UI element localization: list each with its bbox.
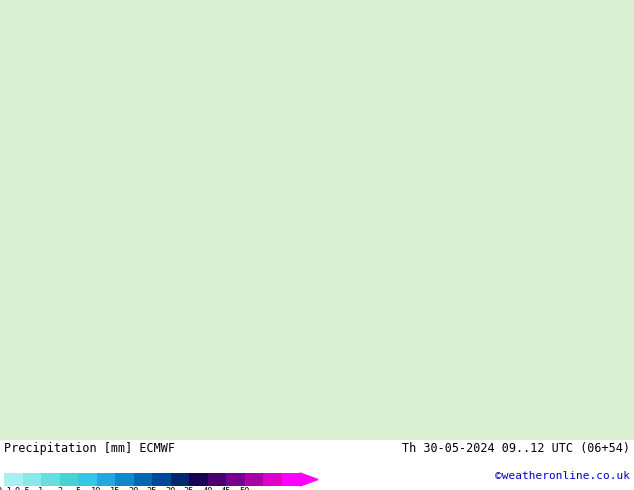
Text: 30: 30 <box>165 487 176 490</box>
Text: 25: 25 <box>146 487 157 490</box>
Text: 50: 50 <box>239 487 250 490</box>
Text: Precipitation [mm] ECMWF: Precipitation [mm] ECMWF <box>4 442 175 455</box>
Text: 2: 2 <box>57 487 62 490</box>
Bar <box>207 473 226 486</box>
Text: 40: 40 <box>202 487 213 490</box>
Bar <box>41 473 60 486</box>
Bar <box>115 473 134 486</box>
Text: 0.1: 0.1 <box>0 487 12 490</box>
Text: 10: 10 <box>91 487 101 490</box>
Bar <box>171 473 189 486</box>
Text: 5: 5 <box>75 487 81 490</box>
Text: 20: 20 <box>128 487 139 490</box>
Bar <box>96 473 115 486</box>
Bar <box>263 473 281 486</box>
Text: 0.5: 0.5 <box>15 487 30 490</box>
Text: 35: 35 <box>184 487 194 490</box>
Polygon shape <box>300 473 318 486</box>
Text: 45: 45 <box>221 487 231 490</box>
Bar <box>189 473 207 486</box>
Text: 15: 15 <box>110 487 120 490</box>
Text: ©weatheronline.co.uk: ©weatheronline.co.uk <box>495 471 630 481</box>
Bar <box>226 473 245 486</box>
Text: Th 30-05-2024 09..12 UTC (06+54): Th 30-05-2024 09..12 UTC (06+54) <box>402 442 630 455</box>
Bar <box>134 473 152 486</box>
Bar <box>22 473 41 486</box>
Bar <box>245 473 263 486</box>
Bar <box>4 473 22 486</box>
Bar <box>152 473 171 486</box>
Bar <box>60 473 78 486</box>
Bar <box>78 473 96 486</box>
Bar <box>281 473 300 486</box>
Text: 1: 1 <box>39 487 44 490</box>
